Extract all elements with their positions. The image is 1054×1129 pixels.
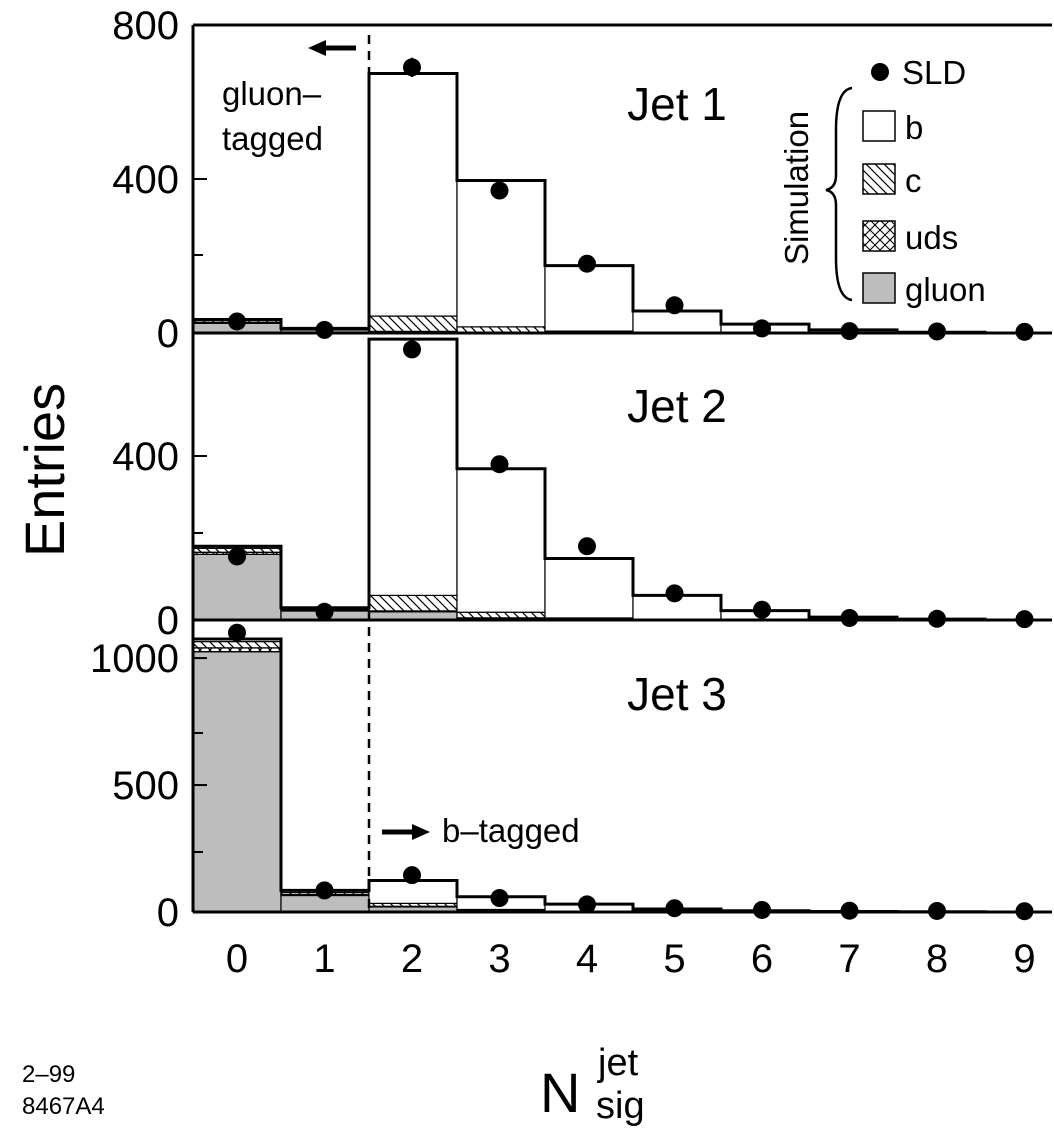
panel-title-2: Jet 2 [627, 380, 727, 432]
y-tick-label-0: 0 [157, 312, 179, 356]
x-tick-label-2: 2 [401, 937, 423, 981]
sld-point-2 [403, 58, 421, 77]
x-tick-label-0: 0 [226, 937, 248, 981]
x-tick-label-1: 1 [313, 937, 335, 981]
sld-point-4 [578, 254, 596, 273]
x-axis-label-main: N [540, 1061, 580, 1124]
sld-point-3 [490, 455, 509, 474]
legend-label-c: c [905, 162, 922, 199]
panel-title-3: Jet 3 [627, 668, 727, 720]
figure-code-number: 8467A4 [22, 1093, 105, 1120]
legend-marker-b [862, 110, 896, 142]
legend: SLD bc uds gluon [862, 54, 986, 308]
sld-point-2 [403, 340, 421, 359]
bar-c-2 [368, 594, 458, 612]
legend-marker-uds [862, 220, 896, 252]
x-tick-label-8: 8 [926, 937, 948, 981]
sld-point-1 [315, 320, 334, 339]
panels-layer: 0 400 800 Jet 1 0 400 Jet 2 0 500 1000 Jet 3 [90, 4, 1052, 935]
sld-point-3 [490, 889, 509, 908]
sld-point-1 [315, 602, 334, 621]
b-tag-arrow-head [412, 824, 430, 840]
sld-point-7 [840, 608, 859, 627]
y-tick-label-0: 0 [157, 891, 179, 935]
sld-point-6 [753, 319, 771, 338]
bar-c-3 [456, 326, 546, 333]
bar-b-2 [368, 72, 458, 317]
legend-marker-sld [871, 63, 889, 81]
simulation-label: Simulation [778, 111, 815, 265]
bar-b-2 [368, 338, 458, 596]
bar-b-3 [456, 179, 546, 328]
sld-point-2 [403, 866, 421, 885]
mc-total-outline [193, 637, 1052, 914]
x-tick-label-6: 6 [751, 937, 773, 981]
bar-gluon-0 [192, 651, 282, 913]
x-tick-label-3: 3 [488, 937, 510, 981]
legend-marker-c [862, 163, 896, 195]
y-tick-label-0: 0 [157, 599, 179, 643]
sld-point-5 [665, 899, 684, 918]
gluon-tagged-label-line2: tagged [222, 120, 323, 157]
sld-point-7 [840, 322, 859, 341]
sld-point-5 [665, 584, 684, 603]
y-tick-label-1000: 1000 [90, 637, 179, 681]
sld-point-0 [228, 547, 246, 566]
x-axis-label-superscript: jet [597, 1042, 639, 1084]
x-tick-label-4: 4 [576, 937, 598, 981]
panel-1: 0 400 800 Jet 1 [112, 4, 1052, 356]
sld-point-5 [665, 296, 684, 315]
sld-point-3 [490, 181, 509, 200]
simulation-brace [825, 86, 853, 302]
legend-label-uds: uds [905, 219, 958, 256]
sld-point-4 [578, 895, 596, 914]
legend-label-SLD: SLD [902, 54, 966, 91]
bar-b-3 [456, 468, 546, 613]
legend-label-b: b [905, 109, 923, 146]
gluon-tagged-label-line1: gluon– [222, 75, 322, 112]
x-tick-label-5: 5 [663, 937, 685, 981]
legend-marker-gluon [862, 272, 896, 304]
sld-point-1 [315, 881, 334, 900]
y-tick-label-800: 800 [112, 4, 179, 48]
sld-point-6 [753, 900, 771, 919]
shared-layer: 0 1 2 3 4 5 6 7 8 9 [193, 23, 1052, 981]
sld-point-0 [228, 312, 246, 331]
bar-c-3 [456, 611, 546, 619]
legend-label-gluon: gluon [905, 271, 986, 308]
x-tick-label-7: 7 [838, 937, 860, 981]
x-tick-label-9: 9 [1013, 937, 1035, 981]
figure-code-date: 2–99 [22, 1061, 75, 1088]
bar-b-4 [544, 265, 634, 332]
bar-c-0 [192, 640, 282, 649]
x-axis-label-subscript: sig [596, 1085, 645, 1127]
sld-point-6 [753, 600, 771, 619]
gluon-tag-arrow-head [308, 40, 326, 56]
bar-c-2 [368, 315, 458, 333]
y-tick-label-500: 500 [112, 764, 179, 808]
y-tick-label-400: 400 [112, 158, 179, 202]
b-tagged-label: b–tagged [442, 812, 580, 849]
panel-2: 0 400 Jet 2 [112, 333, 1052, 643]
panel-3: 0 500 1000 Jet 3 [90, 620, 1052, 935]
sld-point-0 [228, 623, 246, 642]
bar-b-4 [544, 557, 634, 619]
bar-b-5 [632, 310, 722, 333]
panel-title-1: Jet 1 [627, 78, 727, 130]
y-axis-label: Entries [13, 383, 76, 557]
y-tick-label-400: 400 [112, 435, 179, 479]
sld-point-8 [928, 322, 946, 341]
sld-point-4 [578, 537, 596, 556]
